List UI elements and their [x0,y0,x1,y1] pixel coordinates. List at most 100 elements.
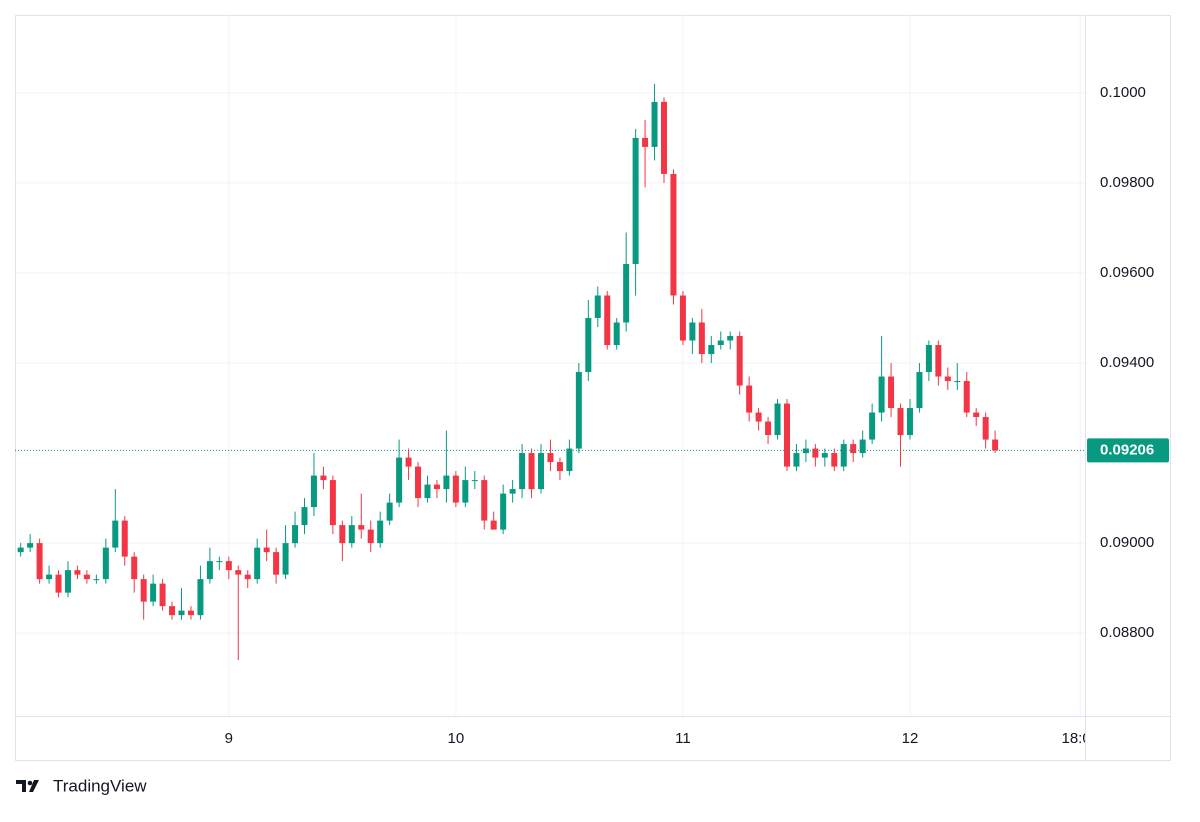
candle-body [27,543,34,548]
x-tick-label: 10 [448,730,465,747]
candle-body [169,606,176,616]
candle-body [405,457,412,467]
candle-body [859,439,866,454]
candle-body [594,295,601,319]
candle-body [254,547,261,580]
x-tick-label: 12 [902,730,919,747]
candle-body [339,525,346,544]
candle-body [244,574,251,580]
candle-body [197,579,204,616]
x-labels: 9 10 11 12 18:00 [225,730,1099,747]
candle-body [131,556,138,580]
candle-body [377,520,384,544]
candle-body [159,583,166,607]
y-tick-label: 0.1000 [1100,84,1146,101]
candle-body [424,484,431,499]
candle-body [906,408,913,436]
candle-body [642,137,649,147]
candle-body [396,457,403,503]
candle-body [746,385,753,413]
last-price-box [1087,438,1169,463]
candle-body [708,345,715,355]
candle-body [225,561,232,571]
candle-body [206,561,213,580]
candle-body [992,439,999,451]
candle-body [348,525,355,544]
candle-body [415,466,422,499]
candle-body [386,502,393,521]
candle-body [481,480,488,521]
candle-body [74,570,81,575]
candle-body [679,295,686,341]
candle-body [301,507,308,526]
candle-body [112,520,119,548]
y-tick-label: 0.09600 [1100,264,1154,281]
candle-body [831,453,838,467]
candle-body [840,444,847,467]
candle-body [878,376,885,413]
candle-body [93,579,100,581]
candle-body [727,336,734,341]
candle-body [575,372,582,449]
x-tick-label: 11 [675,730,691,747]
candle-body [982,417,989,440]
candle-body [604,295,611,346]
candle-body [793,453,800,467]
candle-body [263,547,270,553]
candle-body [850,444,857,454]
candle-body [490,520,497,530]
candle-body [556,462,563,472]
y-tick-label: 0.08800 [1100,624,1154,641]
y-labels: 0.08800 0.09000 0.09400 0.09600 0.09800 0.100… [1100,84,1154,641]
candle-body [783,403,790,467]
candle-body [632,137,639,264]
brand-logo [16,780,39,792]
candle-body [821,453,828,458]
candle-body [329,480,336,526]
candle-body [509,489,516,494]
candle-body [36,543,43,580]
candle-body [670,173,677,296]
candle-body [925,345,932,373]
frame [15,15,1171,761]
candle-body [83,574,90,580]
candle-body [216,561,223,563]
x-tick-label: 18:00 [1061,730,1099,747]
candle-body [802,448,809,454]
candle-body [689,322,696,341]
candle-body [471,480,478,482]
candle-body [613,322,620,346]
candle-body [121,520,128,557]
candle-body [944,376,951,382]
y-tick-label: 0.09000 [1100,534,1154,551]
candle-body [452,475,459,503]
candle-body [897,408,904,436]
candle-body [150,583,157,602]
candle-body [869,412,876,440]
candle-body [282,543,289,575]
candle-body [519,453,526,490]
candle-body [55,574,62,593]
candle-body [774,403,781,436]
candle-body [273,552,280,575]
candle-body [528,453,535,490]
candle-body [500,493,507,530]
candle-body [140,579,147,602]
y-tick-label: 0.09400 [1100,354,1154,371]
candle-body [963,381,970,413]
candle-body [433,484,440,490]
grid [15,15,1085,716]
candle-body [736,336,743,386]
candle-body [623,263,630,323]
candle-body [187,610,194,616]
candle-body [462,480,469,503]
candle-body [367,529,374,544]
candle-body [935,345,942,377]
candle-body [755,412,762,422]
candle-body [916,372,923,409]
brand-name: TradingView [53,776,147,795]
candles [17,83,999,661]
candle-body [566,448,573,472]
candle-body [358,525,365,530]
